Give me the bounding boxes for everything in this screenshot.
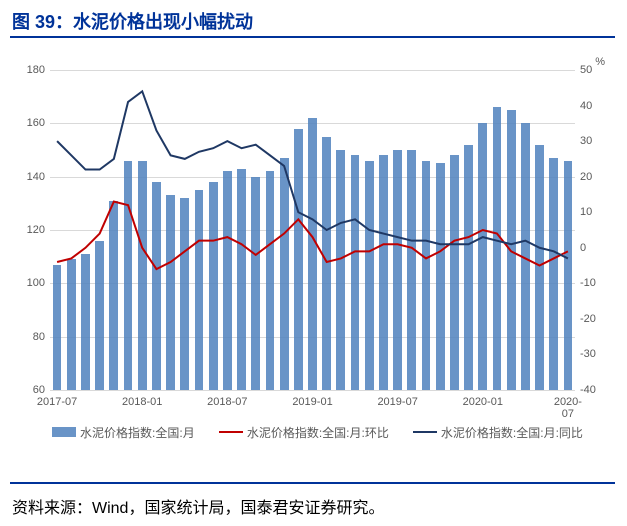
y-left-label: 160 [15,117,45,129]
x-label: 2020-01 [463,396,503,408]
bottom-rule [10,482,615,484]
y-left-label: 180 [15,64,45,76]
y-left-label: 60 [15,384,45,396]
figure-title: 图 39：水泥价格出现小幅扰动 [12,8,253,34]
x-label: 2018-01 [122,396,162,408]
series-line [57,91,568,258]
legend-swatch-line [219,431,243,433]
legend-swatch-line [413,431,437,433]
legend-label: 水泥价格指数:全国:月:环比 [247,424,389,441]
y-right-label: 20 [580,171,610,183]
legend-label: 水泥价格指数:全国:月:同比 [441,424,583,441]
y-right-label: -20 [580,313,610,325]
y-right-label: 10 [580,206,610,218]
plot-region: 6080100120140160180-40-30-20-10010203040… [50,70,575,390]
series-line [57,202,568,270]
legend-label: 水泥价格指数:全国:月 [80,424,195,441]
y-left-label: 80 [15,331,45,343]
x-label: 2019-07 [377,396,417,408]
y-right-label: 30 [580,135,610,147]
title-rule [10,36,615,38]
y-right-label: -30 [580,348,610,360]
x-label: 2019-01 [292,396,332,408]
x-label: 2017-07 [37,396,77,408]
x-label: 2020-07 [554,396,582,420]
grid-line [50,390,575,391]
y-right-label: 50 [580,64,610,76]
legend-item: 水泥价格指数:全国:月:环比 [219,424,389,441]
x-label: 2018-07 [207,396,247,408]
legend-swatch-bar [52,427,76,437]
legend-item: 水泥价格指数:全国:月 [52,424,195,441]
y-right-label: 0 [580,242,610,254]
line-overlay [50,70,575,390]
y-left-label: 100 [15,277,45,289]
y-left-label: 140 [15,171,45,183]
y-left-label: 120 [15,224,45,236]
legend: 水泥价格指数:全国:月 水泥价格指数:全国:月:环比 水泥价格指数:全国:月:同比 [40,422,595,442]
figure-container: 图 39：水泥价格出现小幅扰动 % 6080100120140160180-40… [0,0,627,526]
y-right-label: -10 [580,277,610,289]
legend-item: 水泥价格指数:全国:月:同比 [413,424,583,441]
chart-area: % 6080100120140160180-40-30-20-100102030… [10,50,615,450]
y-right-label: -40 [580,384,610,396]
y-right-label: 40 [580,100,610,112]
